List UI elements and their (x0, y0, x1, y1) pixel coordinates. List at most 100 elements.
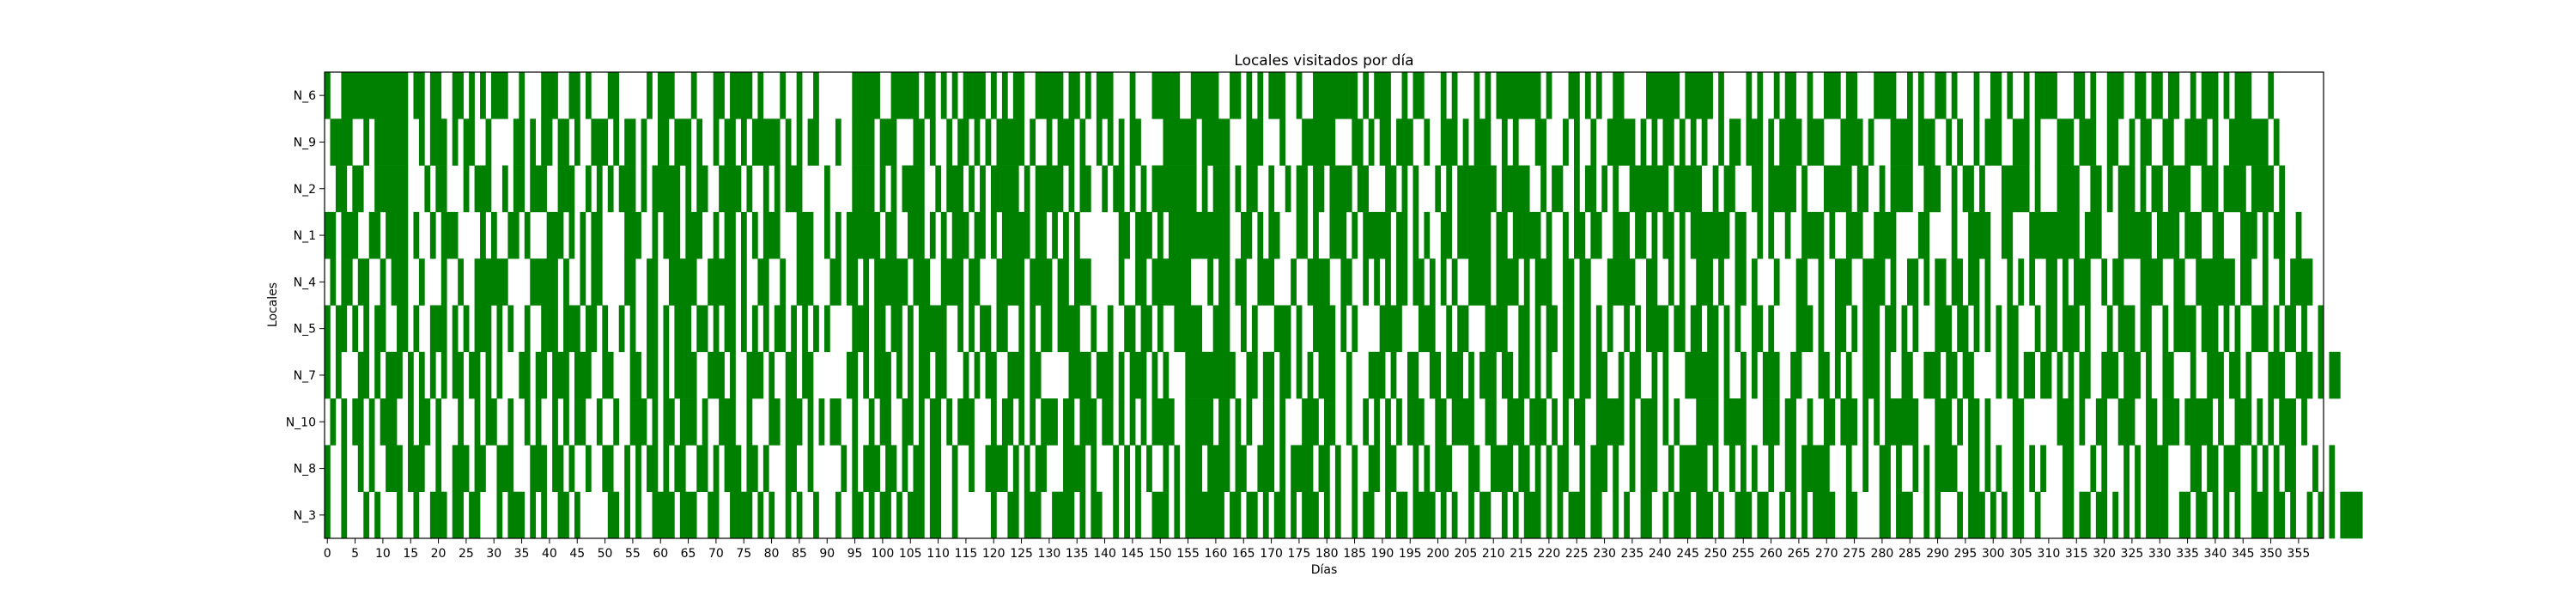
heatmap-cell (2290, 258, 2313, 306)
heatmap-cell (985, 351, 997, 399)
heatmap-cell (1346, 351, 1352, 399)
heatmap-cell (1151, 491, 1170, 539)
heatmap-cell (1079, 165, 1091, 213)
heatmap-cell (1696, 491, 1713, 539)
heatmap-cell (730, 72, 753, 119)
heatmap-cell (1018, 398, 1025, 446)
heatmap-cell (325, 305, 331, 353)
heatmap-cell (2135, 445, 2141, 492)
heatmap-cell (1951, 211, 1958, 259)
heatmap-cell (1157, 211, 1163, 259)
heatmap-cell (1946, 118, 1953, 166)
heatmap-cell (2162, 305, 2169, 353)
heatmap-cell (1679, 211, 1686, 259)
heatmap-cell (1501, 118, 1508, 166)
heatmap-cell (1079, 491, 1086, 539)
heatmap-cell (1451, 398, 1474, 446)
heatmap-cell (785, 398, 803, 446)
heatmap-cell (2018, 258, 2025, 306)
heatmap-cell (480, 211, 486, 259)
heatmap-cell (435, 445, 442, 492)
heatmap-cell (1874, 211, 1897, 259)
heatmap-cell (1018, 305, 1025, 353)
heatmap-cell (1129, 165, 1136, 213)
heatmap-cell (1563, 305, 1575, 353)
heatmap-cell (1235, 258, 1247, 306)
heatmap-cell (1523, 258, 1530, 306)
heatmap-cell (2146, 398, 2158, 446)
heatmap-cell (719, 165, 742, 213)
heatmap-cell (363, 305, 370, 353)
heatmap-cell (1451, 491, 1458, 539)
heatmap-cell (2196, 258, 2235, 306)
heatmap-cell (1790, 351, 1802, 399)
heatmap-cell (1262, 398, 1275, 446)
heatmap-cell (780, 72, 787, 119)
heatmap-cell (713, 118, 720, 166)
heatmap-cell (1668, 445, 1674, 492)
heatmap-cell (918, 351, 931, 399)
heatmap-cell (741, 258, 747, 306)
x-tick-label: 265 (1788, 547, 1811, 561)
heatmap-cell (863, 445, 880, 492)
heatmap-cell (1851, 305, 1858, 353)
heatmap-cell (652, 398, 659, 446)
x-tick-label: 160 (1205, 547, 1228, 561)
heatmap-cell (1201, 165, 1208, 213)
heatmap-cell (2095, 491, 2108, 539)
heatmap-cell (1396, 118, 1413, 166)
heatmap-cell (440, 258, 447, 306)
heatmap-cell (1896, 445, 1902, 492)
heatmap-cell (1241, 305, 1247, 353)
heatmap-cell (1385, 398, 1391, 446)
heatmap-cell (1757, 72, 1764, 119)
heatmap-cell (568, 445, 575, 492)
heatmap-cell (1396, 211, 1408, 259)
heatmap-cell (2057, 165, 2080, 213)
heatmap-cell (341, 211, 359, 259)
heatmap-cell (1135, 211, 1152, 259)
heatmap-cell (330, 118, 353, 166)
heatmap-cell (513, 165, 526, 213)
heatmap-cell (2306, 491, 2313, 539)
heatmap-cell (1984, 445, 1991, 492)
heatmap-cell (2196, 491, 2208, 539)
heatmap-cell (2251, 445, 2257, 492)
heatmap-cell (913, 118, 925, 166)
heatmap-cell (325, 211, 337, 259)
heatmap-cell (1590, 445, 1608, 492)
heatmap-cell (1984, 258, 1991, 306)
heatmap-cell (1824, 165, 1852, 213)
heatmap-cell (1151, 165, 1197, 213)
heatmap-cell (341, 398, 348, 446)
heatmap-cell (2151, 72, 2163, 119)
heatmap-cell (1996, 351, 2002, 399)
heatmap-cell (1296, 72, 1303, 119)
heatmap-cell (674, 445, 686, 492)
heatmap-cell (341, 258, 353, 306)
heatmap-cell (1885, 305, 1897, 353)
heatmap-cell (1068, 72, 1080, 119)
heatmap-cell (1957, 305, 1969, 353)
heatmap-cell (1413, 211, 1419, 259)
x-tick-label: 335 (2176, 547, 2199, 561)
heatmap-cell (2140, 165, 2147, 213)
heatmap-cell (1862, 398, 1869, 446)
heatmap-cell (762, 445, 769, 492)
heatmap-cell (963, 351, 969, 399)
x-tick-label: 115 (955, 547, 978, 561)
heatmap-cell (1879, 165, 1886, 213)
heatmap-cell (1629, 398, 1636, 446)
heatmap-cell (1768, 445, 1775, 492)
heatmap-cell (1129, 398, 1136, 446)
heatmap-cell (1751, 351, 1758, 399)
heatmap-cell (1291, 491, 1297, 539)
heatmap-cell (1424, 118, 1431, 166)
heatmap-cell (1957, 398, 1963, 446)
heatmap-cell (2117, 398, 2136, 446)
heatmap-cell (824, 165, 830, 213)
heatmap-cell (1207, 258, 1213, 306)
heatmap-cell (946, 118, 953, 166)
heatmap-cell (1318, 351, 1336, 399)
heatmap-cell (863, 351, 870, 399)
